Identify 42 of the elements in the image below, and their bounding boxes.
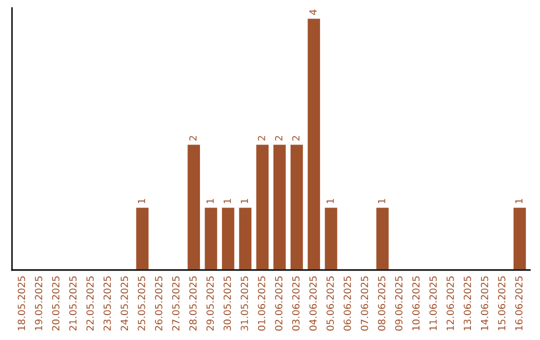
data-label: 2: [258, 136, 266, 141]
data-label: 1: [240, 198, 248, 204]
x-tick-label: 25.05.2025: [138, 276, 146, 331]
x-tick-label: 28.05.2025: [189, 276, 197, 331]
data-label: 1: [138, 198, 146, 204]
x-tick-label: 27.05.2025: [172, 276, 180, 331]
x-tick-label: 18.05.2025: [18, 276, 26, 330]
data-label: 1: [224, 198, 231, 204]
x-tick-label: 09.06.2025: [395, 276, 402, 331]
x-tick-label: 24.05.2025: [120, 276, 128, 331]
x-tick-label: 16.06.2025: [515, 276, 523, 330]
data-label: 1: [378, 198, 386, 204]
data-label: 2: [292, 136, 300, 141]
x-tick-label: 04.06.2025: [309, 276, 317, 331]
data-label: 4: [309, 10, 317, 15]
data-label: 2: [275, 136, 282, 141]
x-tick-label: 26.05.2025: [154, 276, 162, 331]
x-tick-label: 31.05.2025: [240, 276, 248, 330]
x-tick-label: 01.06.2025: [258, 276, 266, 331]
x-tick-label: 23.05.2025: [104, 276, 111, 331]
x-tick-label: 29.05.2025: [206, 276, 214, 331]
x-tick-label: 05.06.2025: [326, 276, 334, 331]
data-label: 1: [206, 198, 214, 204]
x-tick-label: 06.06.2025: [344, 276, 352, 331]
data-label: 1: [326, 198, 334, 204]
x-tick-label: 14.06.2025: [480, 276, 488, 330]
x-tick-label: 08.06.2025: [378, 276, 386, 331]
x-tick-label: 21.05.2025: [69, 276, 77, 331]
x-tick-label: 03.06.2025: [292, 276, 300, 331]
data-label: 1: [515, 198, 522, 204]
x-tick-label: 30.05.2025: [224, 276, 231, 330]
x-tick-label: 22.05.2025: [86, 276, 94, 331]
x-tick-label: 11.06.2025: [429, 276, 437, 330]
x-tick-label: 12.06.2025: [446, 276, 454, 330]
x-tick-label: 15.06.2025: [498, 276, 506, 330]
x-tick-label: 10.06.2025: [412, 276, 420, 330]
x-tick-label: 13.06.2025: [464, 276, 472, 330]
data-label: 2: [189, 136, 196, 141]
x-tick-label: 07.06.2025: [360, 276, 368, 331]
x-tick-label: 19.05.2025: [34, 276, 42, 330]
x-tick-label: 20.05.2025: [52, 276, 60, 331]
x-tick-label: 02.06.2025: [275, 276, 282, 331]
